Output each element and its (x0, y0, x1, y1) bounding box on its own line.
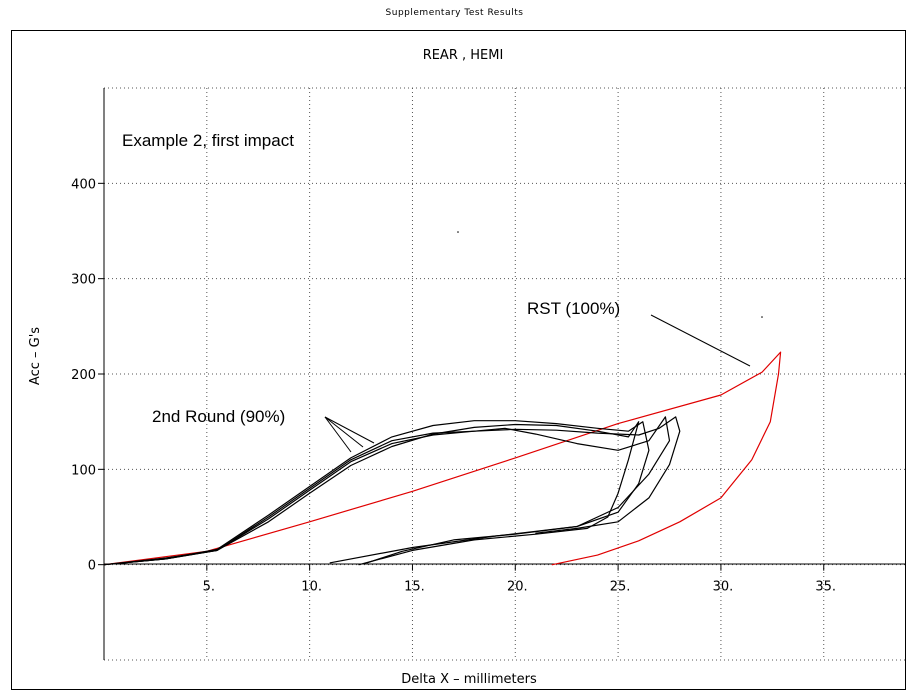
x-tick-label: 35. (815, 580, 836, 595)
chart-frame (11, 30, 906, 690)
second-round-leader-line-3 (324, 416, 375, 444)
y-tick-label: 300 (71, 273, 96, 288)
series-layer (103, 351, 782, 566)
y-tick-label: 400 (71, 177, 96, 192)
series-line-0 (103, 351, 782, 566)
y-tick-label: 0 (88, 559, 96, 574)
y-axis-label: Acc – G's (28, 327, 43, 385)
annotation-leaders (324, 314, 751, 453)
chart-title: REAR , HEMI (423, 48, 504, 63)
x-tick-label: 20. (507, 580, 528, 595)
series-line-4 (103, 416, 681, 566)
x-tick-label: 10. (301, 580, 322, 595)
series-line-3 (103, 416, 671, 566)
x-tick-label: 25. (610, 580, 631, 595)
annotation-second-round: 2nd Round (90%) (152, 407, 285, 426)
series-line-1 (103, 421, 640, 566)
x-tick-label: 15. (404, 580, 425, 595)
x-tick-label: 30. (713, 580, 734, 595)
y-tick-label: 100 (71, 463, 96, 478)
annotation-example: Example 2, first impact (122, 131, 294, 150)
x-axis-label: Delta X – millimeters (401, 672, 537, 687)
stray-dot-mark (457, 231, 459, 233)
second-round-leader-line-1 (324, 416, 352, 453)
grid-layer (104, 87, 906, 661)
rst-leader-line (650, 314, 751, 367)
tick-layer: 5. 10. 15. 20. 25. 30. 35. 0 100 200 300 400 (71, 177, 836, 594)
y-tick-label: 200 (71, 368, 96, 383)
second-round-leader-line-2 (324, 416, 364, 448)
stray-dot-mark (761, 316, 763, 318)
annotation-rst: RST (100%) (527, 299, 620, 318)
figure-supertitle: Supplementary Test Results (385, 8, 524, 18)
x-tick-label: 5. (203, 580, 215, 595)
series-line-2 (103, 420, 650, 566)
